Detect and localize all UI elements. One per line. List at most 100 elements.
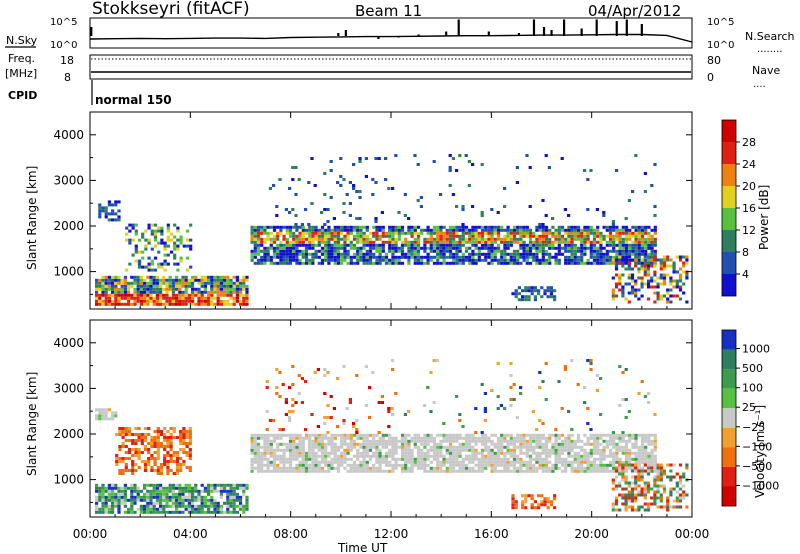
range-cell <box>136 278 140 282</box>
range-cell <box>583 228 587 232</box>
range-cell <box>368 243 373 247</box>
range-cell <box>340 255 344 259</box>
range-cell <box>121 445 125 448</box>
range-cell <box>515 416 519 419</box>
range-cell <box>203 302 207 306</box>
range-cell <box>282 249 286 253</box>
range-cell <box>175 302 179 306</box>
range-cell <box>169 433 173 436</box>
range-cell <box>682 484 686 488</box>
range-cell <box>471 433 475 437</box>
range-cell <box>621 460 625 464</box>
cpid-value: normal 150 <box>95 93 172 107</box>
range-cell <box>384 469 389 473</box>
range-cell <box>149 278 153 282</box>
range-cell <box>644 237 648 241</box>
range-cell <box>631 252 635 256</box>
range-cell <box>468 252 472 256</box>
range-cell <box>101 293 105 297</box>
range-cell <box>137 439 141 442</box>
range-cell <box>407 451 411 455</box>
range-cell <box>346 255 350 259</box>
range-cell <box>580 246 584 250</box>
range-cell <box>580 460 584 464</box>
range-cell <box>356 234 360 238</box>
range-cell <box>583 225 587 229</box>
range-cell <box>131 463 135 466</box>
range-cell <box>101 483 105 487</box>
range-cell <box>191 275 195 279</box>
range-cell <box>525 261 529 265</box>
range-cell <box>397 439 401 443</box>
nave-tick-0: 0 <box>707 71 714 84</box>
range-cell <box>602 457 606 461</box>
range-cell <box>114 296 118 300</box>
range-cell <box>292 249 296 253</box>
range-cell <box>637 463 641 467</box>
range-cell <box>397 463 401 467</box>
range-cell <box>346 234 350 238</box>
range-cell <box>452 460 456 464</box>
range-cell <box>295 442 299 446</box>
range-cell <box>630 279 635 283</box>
range-cell <box>152 483 156 487</box>
range-cell <box>532 255 536 259</box>
range-cell <box>311 228 315 232</box>
range-cell <box>423 436 427 440</box>
range-cell <box>682 472 686 476</box>
range-cell <box>324 451 328 455</box>
range-cell <box>500 237 504 241</box>
range-cell <box>608 436 613 440</box>
range-cell <box>149 299 153 303</box>
range-cell <box>592 243 597 247</box>
range-cell <box>330 246 334 250</box>
range-cell <box>304 237 309 241</box>
range-cell <box>276 225 280 229</box>
range-cell <box>155 486 159 490</box>
range-cell <box>426 451 430 455</box>
range-cell <box>512 466 517 470</box>
range-cell <box>541 422 545 425</box>
range-cell <box>464 228 469 232</box>
range-cell <box>275 392 279 395</box>
range-cell <box>404 237 408 241</box>
range-cell <box>496 469 501 473</box>
range-cell <box>656 463 660 467</box>
range-cell <box>188 454 192 457</box>
range-cell <box>377 431 381 434</box>
range-cell <box>101 489 105 493</box>
range-cell <box>235 495 239 499</box>
range-cell <box>407 258 411 262</box>
range-cell <box>564 457 568 461</box>
range-cell <box>292 439 296 443</box>
range-cell <box>291 398 295 401</box>
range-cell <box>146 483 150 487</box>
power-colorbar-label: 28 <box>742 136 756 149</box>
range-cell <box>181 501 185 505</box>
range-cell <box>586 231 590 235</box>
range-cell <box>570 469 574 473</box>
range-cell <box>503 258 507 262</box>
range-cell <box>662 267 667 271</box>
range-cell <box>182 427 186 430</box>
range-cell <box>340 225 344 229</box>
range-cell <box>644 451 648 455</box>
range-cell <box>554 240 558 244</box>
range-cell <box>509 448 513 452</box>
range-cell <box>123 287 127 291</box>
range-cell <box>592 433 597 437</box>
range-cell <box>304 243 309 247</box>
range-cell <box>477 439 481 443</box>
range-cell <box>474 246 478 250</box>
range-cell <box>101 206 105 210</box>
range-cell <box>118 427 122 430</box>
range-cell <box>188 469 192 472</box>
range-cell <box>260 231 264 235</box>
range-cell <box>429 243 433 247</box>
range-cell <box>477 258 481 262</box>
range-cell <box>295 445 299 449</box>
range-cell <box>553 289 557 293</box>
range-cell <box>682 493 686 497</box>
range-cell <box>480 234 485 238</box>
range-cell <box>266 252 270 256</box>
